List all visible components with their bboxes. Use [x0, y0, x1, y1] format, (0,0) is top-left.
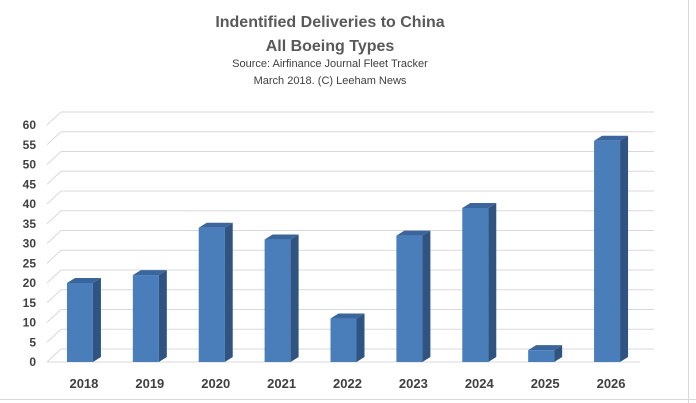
gridline-depth: [46, 348, 62, 363]
bar-top: [66, 278, 101, 283]
x-tick-label: 2023: [399, 376, 428, 391]
bar-side: [224, 222, 233, 362]
gridline-depth: [46, 131, 62, 146]
bar: [66, 283, 93, 362]
bar-top: [396, 230, 431, 236]
gridline-depth: [46, 210, 62, 225]
chart-date-note: March 2018. (C) Leeham News: [254, 75, 407, 87]
gridline-depth: [46, 328, 62, 343]
bar: [462, 207, 489, 362]
x-tick-label: 2019: [135, 376, 164, 391]
x-tick-label: 2020: [201, 376, 230, 391]
bar: [330, 318, 357, 362]
gridline-depth: [46, 170, 62, 185]
x-tick-label: 2022: [333, 376, 362, 391]
y-tick-label: 60: [23, 118, 37, 132]
bar-top: [330, 313, 365, 319]
bar: [528, 350, 555, 362]
chart-title: Indentified Deliveries to China: [215, 14, 444, 31]
y-tick-label: 15: [23, 296, 37, 310]
bar: [132, 275, 159, 362]
bar-side: [356, 313, 365, 362]
gridline-depth: [46, 289, 62, 304]
bar-top: [594, 135, 629, 141]
gridline-depth: [46, 269, 62, 284]
bar-side: [422, 230, 431, 362]
y-tick-label: 40: [23, 197, 37, 211]
x-tick-label: 2026: [597, 376, 626, 391]
chart-source-note: Source: Airfinance Journal Fleet Tracker: [232, 58, 428, 70]
y-tick-label: 5: [29, 335, 36, 349]
bar: [594, 140, 621, 362]
bar: [264, 239, 291, 362]
y-tick-label: 35: [23, 217, 37, 231]
bar-side: [158, 270, 167, 362]
bar-side: [488, 202, 497, 362]
bar-top: [528, 345, 563, 351]
bar: [198, 227, 225, 362]
y-tick-label: 30: [23, 237, 37, 251]
chart-subtitle: All Boeing Types: [266, 38, 395, 55]
gridline-depth: [46, 230, 62, 244]
bar-side: [92, 278, 101, 362]
x-tick-label: 2018: [69, 376, 98, 391]
gridline-depth: [46, 249, 62, 264]
y-tick-label: 25: [23, 256, 37, 270]
bar-side: [620, 135, 629, 362]
bar-side: [290, 234, 299, 362]
gridline-depth: [46, 309, 62, 323]
y-tick-label: 55: [23, 138, 37, 152]
gridline-depth: [46, 190, 62, 205]
y-tick-label: 50: [23, 158, 37, 172]
y-tick-label: 10: [23, 316, 37, 330]
bar-top: [132, 270, 167, 276]
bar-top: [264, 234, 299, 240]
x-tick-label: 2024: [465, 376, 495, 391]
gridline-depth: [46, 151, 62, 165]
y-tick-label: 45: [23, 177, 37, 191]
window-edge-bottom: [0, 399, 696, 400]
window-edge-right: [688, 0, 689, 403]
bar-top: [198, 222, 233, 228]
bar: [396, 235, 423, 362]
x-tick-label: 2025: [531, 376, 560, 391]
x-tick-label: 2021: [267, 376, 296, 391]
gridline-depth: [46, 111, 62, 126]
y-tick-label: 0: [29, 355, 36, 369]
y-tick-label: 20: [23, 276, 37, 290]
bar-side: [554, 345, 563, 362]
bar-top: [462, 202, 497, 208]
